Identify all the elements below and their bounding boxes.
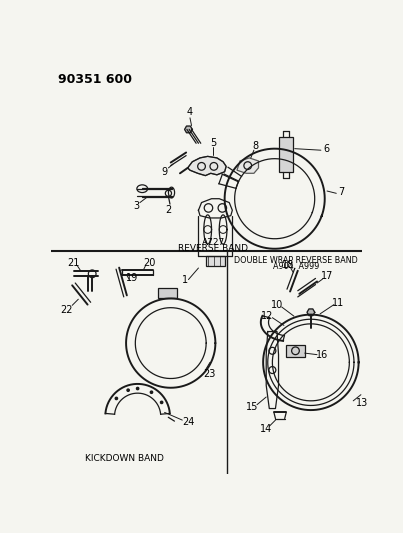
Text: A727: A727 [202, 238, 225, 247]
Text: 90351 600: 90351 600 [58, 73, 131, 86]
Text: 14: 14 [260, 424, 272, 434]
Text: 8: 8 [252, 141, 258, 151]
Polygon shape [185, 126, 192, 133]
Text: 21: 21 [67, 258, 79, 268]
Text: 13: 13 [355, 398, 368, 408]
Text: 16: 16 [316, 350, 328, 360]
Text: REVERSE BAND: REVERSE BAND [178, 244, 248, 253]
Text: DOUBLE WRAP REVERSE BAND: DOUBLE WRAP REVERSE BAND [235, 256, 358, 265]
Text: 6: 6 [323, 144, 329, 154]
Text: 3: 3 [133, 200, 139, 211]
Bar [286, 345, 305, 357]
Text: 9: 9 [162, 167, 168, 177]
Text: 11: 11 [332, 298, 344, 308]
Text: 22: 22 [60, 305, 73, 315]
Text: 17: 17 [321, 271, 333, 281]
Text: 5: 5 [210, 138, 216, 148]
Text: 4: 4 [187, 108, 193, 117]
Polygon shape [307, 309, 315, 316]
Text: 24: 24 [182, 417, 195, 427]
Circle shape [115, 397, 118, 400]
Text: 2: 2 [165, 205, 172, 215]
Text: 7: 7 [339, 187, 345, 197]
Circle shape [137, 387, 139, 390]
Circle shape [127, 389, 129, 391]
Text: 15: 15 [246, 402, 259, 412]
Text: 18: 18 [282, 260, 294, 270]
Circle shape [160, 401, 163, 403]
Text: KICKDOWN BAND: KICKDOWN BAND [85, 454, 164, 463]
Circle shape [150, 391, 153, 393]
Text: 19: 19 [126, 273, 138, 282]
Text: 23: 23 [203, 369, 216, 379]
Text: 12: 12 [261, 311, 273, 321]
FancyBboxPatch shape [158, 288, 177, 298]
Text: 1: 1 [181, 274, 188, 285]
Polygon shape [188, 156, 226, 175]
Text: 20: 20 [143, 258, 156, 268]
Text: A904, A999: A904, A999 [273, 262, 320, 271]
Text: 10: 10 [271, 301, 283, 310]
Polygon shape [237, 158, 258, 173]
Bar [279, 137, 293, 172]
Bar [206, 256, 224, 265]
